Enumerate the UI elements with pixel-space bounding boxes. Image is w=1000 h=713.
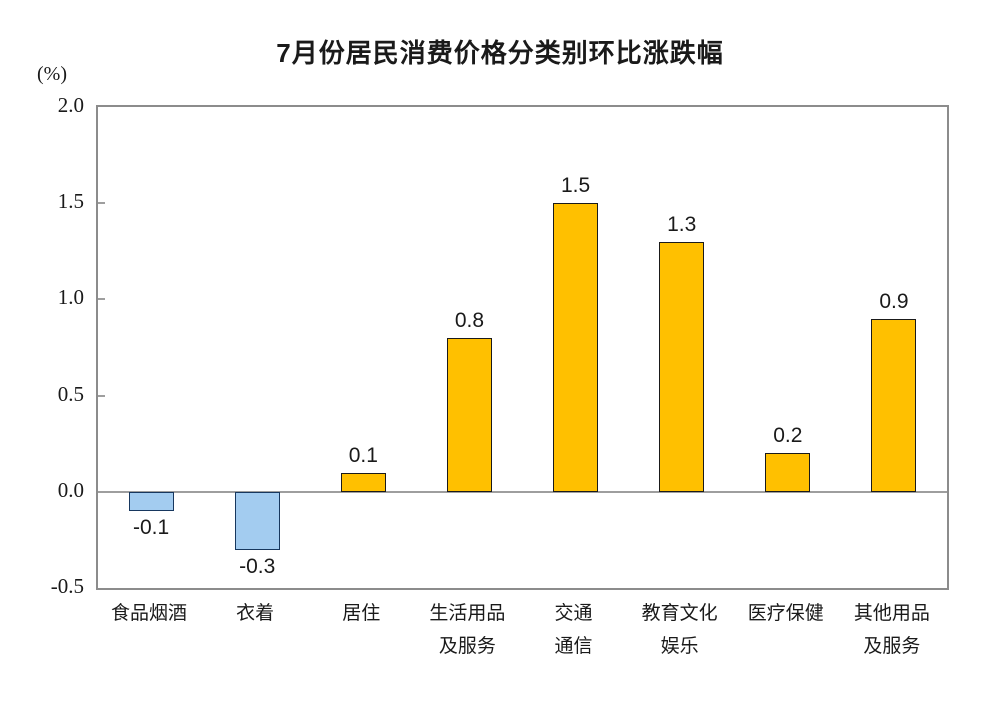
x-category-label-line: 居住 bbox=[342, 603, 381, 624]
y-tick-mark bbox=[98, 298, 105, 301]
bar-衣着 bbox=[234, 491, 280, 550]
chart-title: 7月份居民消费价格分类别环比涨跌幅 bbox=[276, 38, 724, 68]
x-category-label-line: 教育文化 bbox=[641, 603, 718, 624]
bar-value-label: -0.1 bbox=[132, 516, 170, 540]
y-tick-mark bbox=[98, 202, 105, 205]
x-category-label: 其他用品 及服务 bbox=[839, 597, 945, 663]
bar-食品烟酒 bbox=[128, 491, 174, 512]
x-category-label-line: 医疗保健 bbox=[747, 603, 824, 624]
x-category-label-line: 衣着 bbox=[236, 603, 275, 624]
bar-value-label: 0.8 bbox=[454, 308, 485, 332]
bar-value-label: 1.5 bbox=[560, 174, 591, 198]
bar-其他用品及服务 bbox=[871, 318, 917, 492]
y-tick-label: 1.0 bbox=[57, 285, 84, 310]
bar-value-label: 0.1 bbox=[348, 443, 378, 467]
x-category-label-line: 及服务 bbox=[863, 636, 921, 657]
bar-生活用品及服务 bbox=[446, 337, 492, 492]
x-category-label: 食品烟酒 bbox=[96, 597, 202, 630]
bar-value-label: 0.2 bbox=[773, 424, 803, 448]
bar-value-label: -0.3 bbox=[239, 554, 276, 578]
y-tick-mark bbox=[98, 394, 105, 397]
x-category-label: 教育文化 娱乐 bbox=[627, 597, 733, 663]
plot-area: -0.1 -0.3 0.1 0.8 1.5 1.3 0.2 0.9 bbox=[96, 105, 949, 590]
y-tick-label: 0.5 bbox=[57, 381, 84, 406]
y-tick-label: -0.5 bbox=[50, 574, 84, 598]
x-category-label-line: 及服务 bbox=[438, 636, 496, 657]
y-tick-label: 0.0 bbox=[57, 477, 84, 502]
x-category-label-line: 其他用品 bbox=[853, 603, 930, 624]
bar-value-label: 1.3 bbox=[667, 212, 697, 236]
x-category-label: 医疗保健 bbox=[733, 597, 839, 630]
y-axis-unit-label: (%) bbox=[37, 63, 67, 85]
x-category-label-line: 生活用品 bbox=[429, 603, 506, 624]
x-category-label-line: 食品烟酒 bbox=[111, 603, 188, 624]
zero-line bbox=[98, 490, 947, 493]
bar-医疗保健 bbox=[765, 453, 811, 492]
y-axis-tick-labels: 2.0 1.5 1.0 0.5 0.0 -0.5 bbox=[0, 0, 84, 713]
bar-居住 bbox=[340, 472, 386, 492]
x-category-label: 生活用品 及服务 bbox=[414, 597, 520, 663]
x-category-label-line: 娱乐 bbox=[660, 636, 699, 657]
x-category-label-line: 交通 bbox=[554, 603, 593, 624]
bar-交通通信 bbox=[553, 203, 599, 492]
x-category-label: 居住 bbox=[308, 597, 414, 630]
x-category-label-line: 通信 bbox=[554, 636, 593, 657]
bar-教育文化娱乐 bbox=[659, 241, 705, 492]
bar-value-label: 0.9 bbox=[879, 289, 909, 313]
x-category-label: 衣着 bbox=[202, 597, 308, 630]
y-tick-label: 2.0 bbox=[57, 93, 84, 117]
x-axis-labels: 食品烟酒 衣着 居住 生活用品 及服务 交通 通信 教育文化 娱乐 医疗保健 其他用品 及服务 bbox=[96, 597, 945, 687]
y-tick-label: 1.5 bbox=[57, 189, 84, 214]
x-category-label: 交通 通信 bbox=[521, 597, 627, 663]
